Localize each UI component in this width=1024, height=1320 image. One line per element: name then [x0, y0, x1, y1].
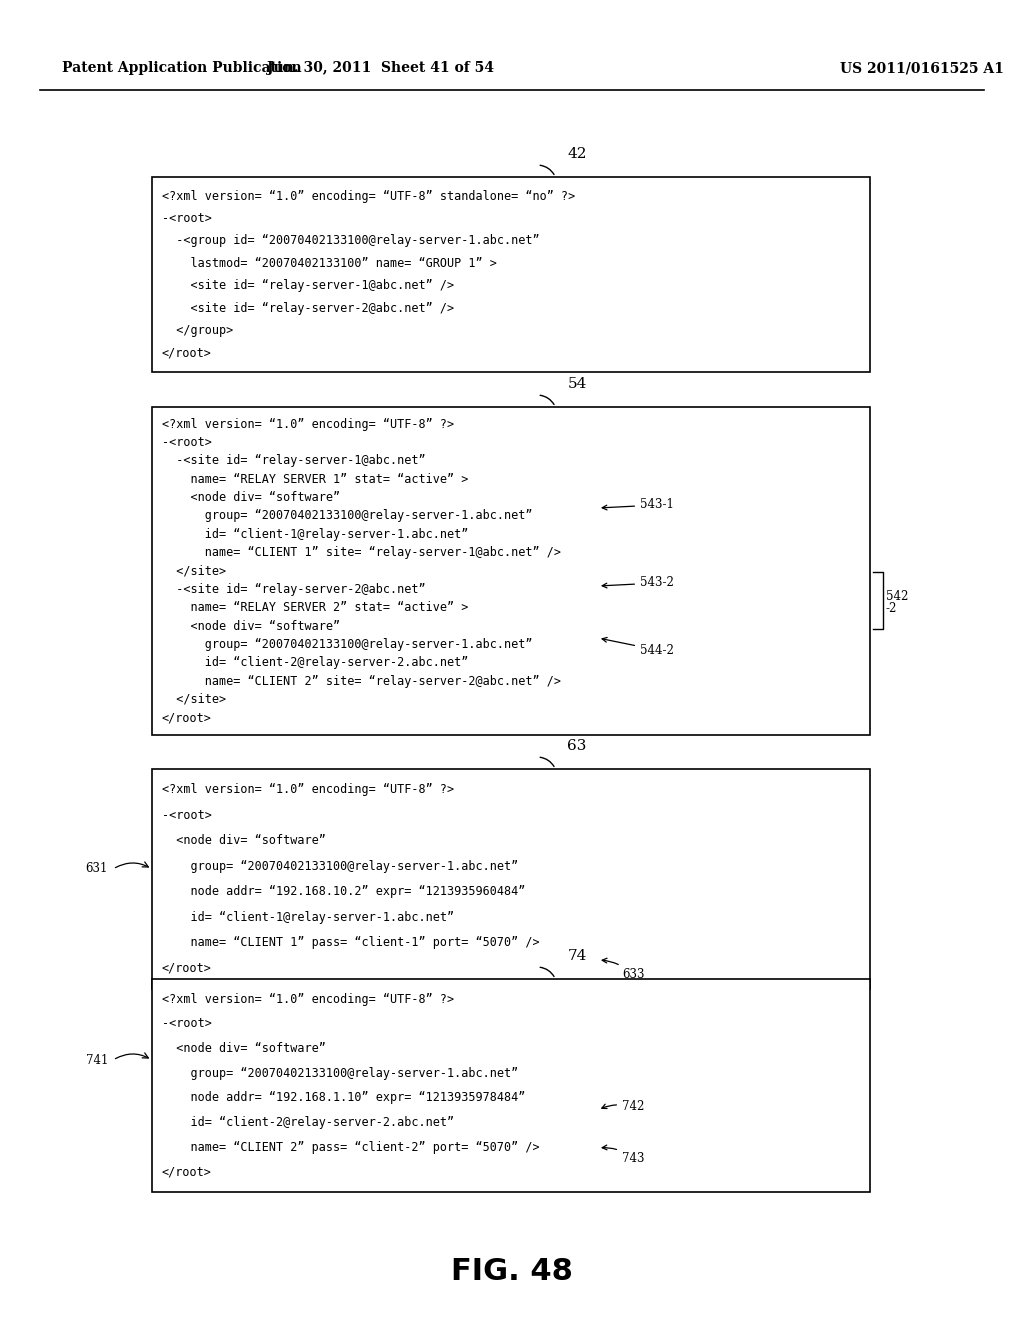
Text: -<root>: -<root> — [162, 436, 212, 449]
Text: </group>: </group> — [162, 323, 233, 337]
Text: group= “20070402133100@relay-server-1.abc.net”: group= “20070402133100@relay-server-1.ab… — [162, 638, 532, 651]
Text: Patent Application Publication: Patent Application Publication — [62, 61, 302, 75]
Text: </root>: </root> — [162, 962, 212, 974]
Text: -<site id= “relay-server-1@abc.net”: -<site id= “relay-server-1@abc.net” — [162, 454, 426, 467]
Text: </root>: </root> — [162, 1166, 212, 1179]
Text: id= “client-1@relay-server-1.abc.net”: id= “client-1@relay-server-1.abc.net” — [162, 911, 454, 924]
Text: </site>: </site> — [162, 565, 226, 578]
Text: 543-2: 543-2 — [602, 577, 674, 590]
Bar — [152, 979, 870, 1192]
Text: -<root>: -<root> — [162, 213, 212, 226]
Text: node addr= “192.168.10.2” expr= “1213935960484”: node addr= “192.168.10.2” expr= “1213935… — [162, 886, 525, 898]
Text: <node div= “software”: <node div= “software” — [162, 619, 340, 632]
Text: name= “CLIENT 1” pass= “client-1” port= “5070” />: name= “CLIENT 1” pass= “client-1” port= … — [162, 936, 540, 949]
Text: id= “client-2@relay-server-2.abc.net”: id= “client-2@relay-server-2.abc.net” — [162, 1115, 454, 1129]
Text: <?xml version= “1.0” encoding= “UTF-8” ?>: <?xml version= “1.0” encoding= “UTF-8” ?… — [162, 783, 454, 796]
Text: id= “client-1@relay-server-1.abc.net”: id= “client-1@relay-server-1.abc.net” — [162, 528, 468, 541]
Bar — [152, 770, 870, 989]
Text: name= “CLIENT 2” site= “relay-server-2@abc.net” />: name= “CLIENT 2” site= “relay-server-2@a… — [162, 675, 561, 688]
Text: 631: 631 — [86, 862, 108, 875]
Text: -<root>: -<root> — [162, 1018, 212, 1031]
Text: 742: 742 — [602, 1101, 644, 1114]
Bar — [152, 407, 870, 735]
Text: group= “20070402133100@relay-server-1.abc.net”: group= “20070402133100@relay-server-1.ab… — [162, 1067, 518, 1080]
Text: 63: 63 — [567, 739, 587, 752]
Text: group= “20070402133100@relay-server-1.abc.net”: group= “20070402133100@relay-server-1.ab… — [162, 510, 532, 523]
Text: 544-2: 544-2 — [602, 638, 674, 656]
Text: -<root>: -<root> — [162, 809, 212, 822]
Text: -<group id= “20070402133100@relay-server-1.abc.net”: -<group id= “20070402133100@relay-server… — [162, 235, 540, 247]
Text: -2: -2 — [886, 602, 897, 615]
Text: node addr= “192.168.1.10” expr= “1213935978484”: node addr= “192.168.1.10” expr= “1213935… — [162, 1092, 525, 1105]
Text: name= “CLIENT 1” site= “relay-server-1@abc.net” />: name= “CLIENT 1” site= “relay-server-1@a… — [162, 546, 561, 560]
Text: 633: 633 — [602, 958, 644, 982]
Text: 542: 542 — [886, 590, 908, 603]
Text: 74: 74 — [567, 949, 587, 964]
Text: name= “CLIENT 2” pass= “client-2” port= “5070” />: name= “CLIENT 2” pass= “client-2” port= … — [162, 1140, 540, 1154]
Text: <?xml version= “1.0” encoding= “UTF-8” ?>: <?xml version= “1.0” encoding= “UTF-8” ?… — [162, 993, 454, 1006]
Text: 741: 741 — [86, 1053, 108, 1067]
Text: </site>: </site> — [162, 693, 226, 706]
Text: 543-1: 543-1 — [602, 499, 674, 511]
Text: name= “RELAY SERVER 1” stat= “active” >: name= “RELAY SERVER 1” stat= “active” > — [162, 473, 468, 486]
Text: FIG. 48: FIG. 48 — [451, 1258, 573, 1287]
Text: 42: 42 — [567, 147, 587, 161]
Text: 743: 743 — [602, 1144, 644, 1164]
Text: <node div= “software”: <node div= “software” — [162, 1041, 326, 1055]
Text: Jun. 30, 2011  Sheet 41 of 54: Jun. 30, 2011 Sheet 41 of 54 — [266, 61, 494, 75]
Text: US 2011/0161525 A1: US 2011/0161525 A1 — [840, 61, 1004, 75]
Text: <node div= “software”: <node div= “software” — [162, 491, 340, 504]
Text: </root>: </root> — [162, 711, 212, 725]
Text: 54: 54 — [567, 378, 587, 391]
Text: <?xml version= “1.0” encoding= “UTF-8” ?>: <?xml version= “1.0” encoding= “UTF-8” ?… — [162, 417, 454, 430]
Text: lastmod= “20070402133100” name= “GROUP 1” >: lastmod= “20070402133100” name= “GROUP 1… — [162, 257, 497, 269]
Text: </root>: </root> — [162, 346, 212, 359]
Text: name= “RELAY SERVER 2” stat= “active” >: name= “RELAY SERVER 2” stat= “active” > — [162, 601, 468, 614]
Text: <node div= “software”: <node div= “software” — [162, 834, 326, 847]
Text: <site id= “relay-server-1@abc.net” />: <site id= “relay-server-1@abc.net” /> — [162, 280, 454, 292]
Text: <site id= “relay-server-2@abc.net” />: <site id= “relay-server-2@abc.net” /> — [162, 301, 454, 314]
Text: group= “20070402133100@relay-server-1.abc.net”: group= “20070402133100@relay-server-1.ab… — [162, 859, 518, 873]
Text: -<site id= “relay-server-2@abc.net”: -<site id= “relay-server-2@abc.net” — [162, 583, 426, 595]
Text: <?xml version= “1.0” encoding= “UTF-8” standalone= “no” ?>: <?xml version= “1.0” encoding= “UTF-8” s… — [162, 190, 575, 203]
Bar — [152, 177, 870, 372]
Text: id= “client-2@relay-server-2.abc.net”: id= “client-2@relay-server-2.abc.net” — [162, 656, 468, 669]
